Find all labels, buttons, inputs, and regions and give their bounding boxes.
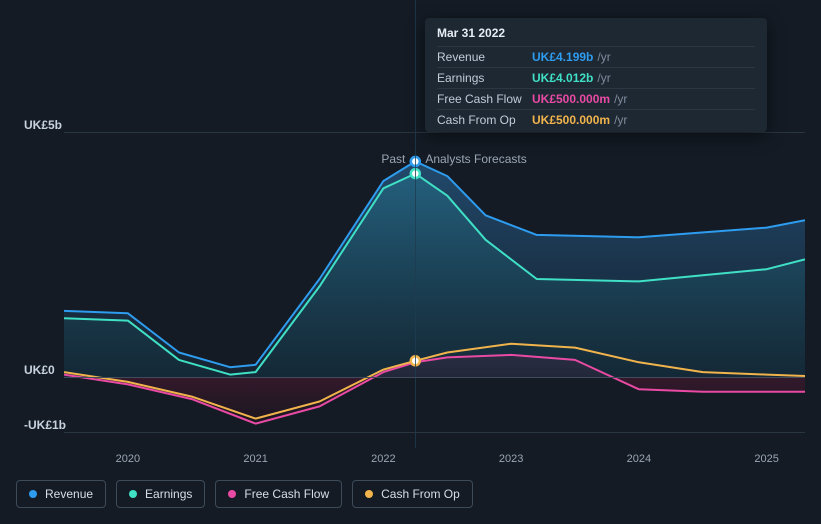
y-axis-label: -UK£1b (24, 418, 66, 432)
y-axis-label: UK£0 (24, 363, 55, 377)
legend: Revenue Earnings Free Cash Flow Cash From O… (16, 480, 473, 508)
tooltip-value: UK£4.012b (532, 71, 593, 85)
x-axis-label: 2022 (371, 453, 395, 465)
tooltip-row: RevenueUK£4.199b/yr (437, 46, 755, 67)
x-axis-label: 2025 (754, 453, 778, 465)
legend-item-earnings[interactable]: Earnings (116, 480, 205, 508)
legend-dot-icon (228, 490, 236, 498)
gridline (64, 432, 805, 433)
tooltip-value: UK£500.000m (532, 92, 610, 106)
y-axis-label: UK£5b (24, 118, 62, 132)
tooltip-label: Revenue (437, 50, 532, 64)
legend-label: Earnings (145, 487, 192, 501)
x-axis-label: 2023 (499, 453, 523, 465)
legend-item-cash-from-op[interactable]: Cash From Op (352, 480, 473, 508)
gridline (64, 132, 805, 133)
legend-dot-icon (29, 490, 37, 498)
x-axis-label: 2020 (116, 453, 140, 465)
legend-dot-icon (129, 490, 137, 498)
legend-item-revenue[interactable]: Revenue (16, 480, 106, 508)
tooltip-value: UK£500.000m (532, 113, 610, 127)
past-future-divider (415, 0, 416, 448)
x-axis-label: 2021 (243, 453, 267, 465)
tooltip-label: Cash From Op (437, 113, 532, 127)
forecasts-label: Analysts Forecasts (425, 152, 526, 166)
past-label: Past (381, 152, 405, 166)
tooltip-unit: /yr (614, 113, 627, 127)
legend-item-free-cash-flow[interactable]: Free Cash Flow (215, 480, 342, 508)
legend-label: Cash From Op (381, 487, 460, 501)
data-tooltip: Mar 31 2022 RevenueUK£4.199b/yrEarningsU… (425, 18, 767, 132)
gridline (64, 377, 805, 378)
tooltip-row: EarningsUK£4.012b/yr (437, 67, 755, 88)
legend-label: Free Cash Flow (244, 487, 329, 501)
tooltip-unit: /yr (597, 50, 610, 64)
tooltip-value: UK£4.199b (532, 50, 593, 64)
tooltip-row: Cash From OpUK£500.000m/yr (437, 109, 755, 130)
tooltip-label: Earnings (437, 71, 532, 85)
legend-label: Revenue (45, 487, 93, 501)
tooltip-unit: /yr (614, 92, 627, 106)
tooltip-date: Mar 31 2022 (437, 26, 755, 46)
legend-dot-icon (365, 490, 373, 498)
tooltip-label: Free Cash Flow (437, 92, 532, 106)
tooltip-row: Free Cash FlowUK£500.000m/yr (437, 88, 755, 109)
series-area (64, 161, 805, 377)
tooltip-unit: /yr (597, 71, 610, 85)
x-axis-label: 2024 (627, 453, 651, 465)
